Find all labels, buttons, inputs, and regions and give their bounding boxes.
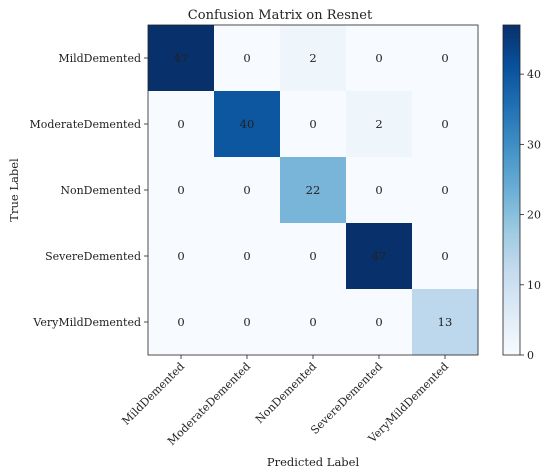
matrix-cell (214, 157, 281, 224)
y-axis-ticks: MildDemented ModerateDemented NonDemented S… (29, 52, 148, 329)
y-tick-label: MildDemented (58, 52, 141, 65)
matrix-cell-value: 0 (177, 249, 184, 263)
matrix-cell (214, 289, 281, 356)
colorbar-ticks: 0 10 20 30 40 (520, 68, 541, 362)
matrix-cell (214, 25, 281, 92)
colorbar-tick-label: 20 (527, 209, 541, 222)
matrix-cell (346, 25, 413, 92)
matrix-cell-value: 0 (177, 117, 184, 131)
matrix-cell (412, 91, 479, 158)
chart-title: Confusion Matrix on Resnet (188, 8, 373, 23)
x-tick-label: MildDemented (119, 360, 187, 428)
matrix-cell-value: 2 (309, 51, 316, 65)
y-tick-label: ModerateDemented (29, 118, 141, 131)
matrix-cell-value: 47 (174, 51, 189, 65)
matrix-cell-value: 0 (375, 183, 382, 197)
y-tick-label: NonDemented (60, 184, 141, 197)
matrix-cell (412, 157, 479, 224)
x-tick-label: NonDemented (253, 360, 319, 426)
matrix-cell (412, 25, 479, 92)
matrix-cell (148, 223, 215, 290)
colorbar-tick-label: 10 (527, 279, 541, 292)
matrix-cell-value: 2 (375, 117, 382, 131)
matrix-cell (346, 91, 413, 158)
matrix-cell-value: 0 (441, 249, 448, 263)
matrix-cell (148, 25, 215, 92)
matrix-cell-value: 0 (441, 51, 448, 65)
matrix-cell-value: 0 (243, 51, 250, 65)
matrix-cell-value: 0 (441, 183, 448, 197)
matrix-cell (412, 223, 479, 290)
y-tick-label: SevereDemented (45, 250, 141, 263)
matrix-cell-value: 0 (309, 315, 316, 329)
matrix-cell (280, 91, 347, 158)
matrix-cell (412, 289, 479, 356)
x-axis-title: Predicted Label (267, 455, 360, 469)
y-axis-title: True Label (7, 158, 21, 222)
y-tick-label: VeryMildDemented (32, 316, 141, 329)
matrix-cell (214, 223, 281, 290)
matrix-cell-value: 0 (309, 117, 316, 131)
matrix-cell (214, 91, 281, 158)
matrix-cell-value: 40 (240, 117, 255, 131)
matrix-cell (346, 289, 413, 356)
matrix-cell (148, 157, 215, 224)
matrix-cell (280, 25, 347, 92)
matrix-cell (280, 157, 347, 224)
matrix-cell (280, 289, 347, 356)
matrix-cell (148, 289, 215, 356)
matrix-cell-value: 0 (243, 183, 250, 197)
matrix-cell-value: 0 (243, 315, 250, 329)
colorbar-tick-label: 40 (527, 68, 541, 81)
colorbar (502, 24, 521, 356)
matrix-cell-value: 0 (177, 315, 184, 329)
matrix-cell-value: 0 (375, 51, 382, 65)
matrix-cell-value: 0 (177, 183, 184, 197)
matrix-cell-value: 0 (243, 249, 250, 263)
matrix-cell (280, 223, 347, 290)
matrix-cell-value: 22 (306, 183, 321, 197)
matrix-cell-value: 13 (438, 315, 453, 329)
matrix-cell-value: 0 (375, 315, 382, 329)
matrix-cell-labels: 47 0 2 0 0 0 40 0 2 0 0 0 22 0 0 0 0 0 47 0 0 0 0 0 13 (174, 51, 453, 329)
matrix-cell-value: 0 (309, 249, 316, 263)
colorbar-tick-label: 0 (527, 349, 534, 362)
matrix-cells (148, 25, 479, 356)
matrix-cell (148, 91, 215, 158)
matrix-cell-value: 47 (372, 249, 387, 263)
matrix-cell (346, 157, 413, 224)
colorbar-tick-label: 30 (527, 138, 541, 151)
matrix-cell-value: 0 (441, 117, 448, 131)
matrix-cell (346, 223, 413, 290)
x-tick-label: SevereDemented (308, 360, 385, 437)
